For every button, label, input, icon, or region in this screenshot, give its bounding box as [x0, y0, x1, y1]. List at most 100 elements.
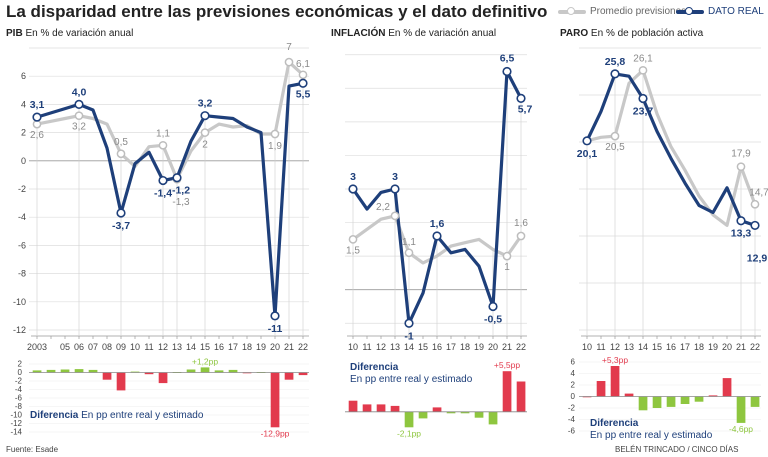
diff-title-paro: Diferencia En pp entre real y estimado — [590, 418, 713, 441]
x-tick-label: 12 — [376, 342, 386, 352]
diff-y-tick-label: 6 — [571, 358, 576, 367]
x-tick-label: 14 — [404, 342, 414, 352]
marker-forecast — [298, 70, 308, 80]
value-label-actual: 1,6 — [430, 218, 445, 230]
value-label-actual: 3 — [392, 171, 398, 183]
value-label-forecast: 26,1 — [633, 53, 653, 64]
diff-bar — [186, 369, 196, 373]
panel-title-bold: PIB — [6, 28, 23, 39]
value-label-forecast: 14,7 — [749, 187, 768, 198]
diff-bar — [502, 371, 512, 412]
x-tick-label: 13 — [390, 342, 400, 352]
marker-forecast — [610, 131, 620, 141]
value-label-actual: -1 — [404, 330, 413, 342]
value-label-forecast: 17,9 — [731, 149, 751, 160]
y-tick-label: -4 — [18, 212, 26, 222]
marker-actual — [736, 216, 746, 226]
x-tick-label: 13 — [172, 342, 182, 352]
marker-actual — [488, 301, 498, 312]
marker-actual — [74, 99, 84, 109]
credit-note: BELÉN TRINCADO / CINCO DÍAS — [615, 445, 739, 454]
diff-bar — [596, 381, 606, 397]
x-tick-label: 10 — [348, 342, 358, 352]
x-tick-label: 14 — [186, 342, 196, 352]
legend-actual-swatch — [676, 6, 704, 15]
marker-actual — [32, 112, 42, 122]
diff-y-tick-label: -12 — [10, 419, 22, 428]
diff-bar — [652, 396, 662, 408]
diff-y-tick-label: -8 — [15, 402, 23, 411]
diff-bar — [32, 370, 42, 373]
diff-callout-label: +5,3pp — [602, 355, 629, 365]
value-label-actual: 23,7 — [633, 106, 654, 118]
value-label-actual: 6,5 — [500, 53, 515, 65]
marker-actual — [116, 208, 126, 218]
value-label-actual: 25,8 — [605, 56, 626, 68]
diff-y-tick-label: -2 — [15, 377, 23, 386]
diff-title-bold: Diferencia — [590, 418, 639, 429]
value-label-actual: 3,2 — [198, 98, 213, 110]
y-tick-label: -2 — [18, 184, 26, 194]
diff-y-tick-label: -6 — [15, 394, 23, 403]
x-tick-label: 22 — [750, 342, 760, 352]
diff-bar — [214, 370, 224, 373]
diff-y-tick-label: -6 — [568, 427, 576, 436]
x-tick-label: 08 — [102, 342, 112, 352]
y-tick-label: -6 — [18, 240, 26, 250]
x-tick-label: 11 — [144, 342, 153, 352]
diff-y-tick-label: 2 — [18, 360, 23, 369]
legend-forecast: Promedio previsiones — [558, 6, 686, 17]
diff-bar — [638, 396, 648, 411]
diff-y-tick-label: -14 — [10, 428, 22, 437]
diff-bar — [228, 369, 238, 373]
diff-y-tick-label: 2 — [571, 381, 576, 390]
diff-bar — [74, 369, 84, 373]
marker-actual — [750, 220, 760, 231]
value-label-forecast: -1,3 — [172, 197, 190, 208]
diff-bar — [200, 367, 210, 373]
diff-bar — [362, 404, 372, 412]
diff-bar — [348, 400, 358, 412]
diff-bar — [298, 372, 308, 376]
difference-chart-inflacion: +5,5pp -2,1pp Diferencia En pp entre real y… — [345, 360, 527, 438]
diff-bar — [116, 372, 126, 391]
marker-actual — [298, 78, 308, 88]
legend-actual: DATO REAL — [676, 6, 764, 17]
x-tick-label: 18 — [694, 342, 704, 352]
marker-actual — [516, 93, 526, 103]
diff-y-tick-label: -2 — [568, 404, 576, 413]
value-label-forecast: 1,5 — [346, 245, 360, 256]
x-tick-label: 18 — [242, 342, 252, 352]
marker-forecast — [404, 248, 414, 258]
diff-bar — [516, 381, 526, 412]
difference-chart-paro: -6 -4 -2 0 2 4 6 +5,3pp -4,6pp Diferencia En pp en… — [568, 355, 761, 441]
diff-bar — [88, 369, 98, 373]
y-tick-label: -8 — [18, 269, 26, 279]
value-label-actual: 3 — [350, 171, 356, 183]
chart-panel-paro: PARO En % de población activa 10 11 12 13 14 1… — [560, 28, 768, 441]
diff-bar — [284, 372, 294, 380]
value-label-forecast: 1,1 — [402, 237, 416, 248]
diff-title-rest: En pp entre real y estimado — [78, 410, 204, 421]
y-tick-label: -12 — [13, 325, 26, 335]
value-label-forecast: 3,2 — [72, 122, 86, 133]
value-label-forecast: 20,5 — [605, 142, 625, 153]
diff-title-bold: Diferencia — [350, 362, 399, 373]
diff-bar — [666, 396, 676, 407]
x-tick-label: 16 — [666, 342, 676, 352]
y-tick-label: 4 — [21, 99, 26, 109]
x-tick-label: 05 — [60, 342, 70, 352]
diff-bar — [610, 366, 620, 397]
diff-bar — [446, 411, 456, 414]
marker-actual — [582, 136, 592, 146]
diff-bar — [680, 396, 690, 404]
panel-title-rest: En % de variación anual — [385, 28, 496, 39]
marker-forecast — [200, 128, 210, 137]
diff-title-rest: En pp entre real y estimado — [590, 430, 713, 441]
panel-title-paro: PARO En % de población activa — [560, 28, 704, 39]
x-tick-label: 15 — [652, 342, 662, 352]
value-label-actual: -0,5 — [484, 314, 502, 326]
page-title: La disparidad entre las previsiones econ… — [6, 2, 548, 21]
panel-title-rest: En % de variación anual — [23, 28, 134, 39]
